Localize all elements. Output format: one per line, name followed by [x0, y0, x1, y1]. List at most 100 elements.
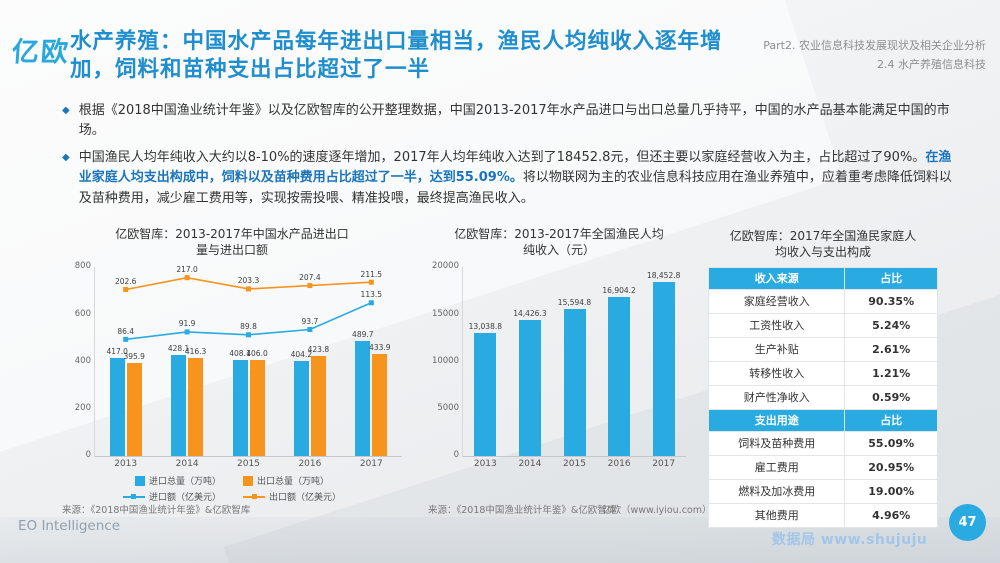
table-cell-label: 其他费用: [709, 504, 846, 528]
page-number: 47: [958, 515, 977, 530]
bar-export-volume: [249, 360, 265, 457]
table-cell-label: 生产补贴: [709, 338, 846, 362]
legend-line-marker: [131, 494, 137, 500]
chart-plot-area: 0 200 400 600 800 2013 2014 2015 2016 2017 417.0 42…: [75, 261, 402, 469]
line-point: [184, 329, 190, 335]
bar-import-volume: [355, 340, 371, 457]
y-tick-label: 5000: [437, 403, 459, 414]
line-overlay: [123, 275, 374, 343]
line-point: [307, 283, 313, 289]
table-cell-value: 2.61%: [872, 343, 911, 357]
bullet-text-span: 根据《2018中国渔业统计年鉴》以及亿欧智库的公开整理数据，中国2013-201…: [78, 103, 950, 139]
bullet-text: 根据《2018中国渔业统计年鉴》以及亿欧智库的公开整理数据，中国2013-201…: [79, 101, 959, 141]
bar-value-label: 428.1: [167, 344, 190, 354]
legend-line-marker: [251, 494, 257, 500]
y-tick-label: 800: [74, 261, 91, 272]
bar-value-label: 13,038.8: [468, 322, 502, 332]
y-tick-label: 10000: [431, 355, 459, 366]
bar-income-per-capita: [608, 296, 631, 457]
table-cell-label: 饲料及苗种费用: [709, 432, 846, 456]
table-cell-value: 4.96%: [872, 509, 911, 523]
line-value-label: 211.5: [360, 269, 383, 279]
table-row: 雇工费用 20.95%: [709, 456, 937, 481]
page-title: 水产养殖：中国水产品每年进出口量相当，渔民人均纯收入逐年增加，饲料和苗种支出占比…: [70, 29, 723, 83]
bullet-text-span: 中国渔民人均年纯收入大约以8-10%的速度逐年增加，2017年人均年纯收入达到了…: [78, 150, 926, 166]
table-cell-value: 19.00%: [868, 485, 915, 499]
x-tick-label: 2016: [607, 459, 631, 470]
bar-value-label: 18,452.8: [646, 271, 681, 280]
bar-export-volume: [372, 353, 388, 457]
x-tick-label: 2013: [114, 459, 138, 470]
income-expense-table-section: 亿欧智库：2017年全国渔民家庭人均收入与支出构成 收入来源 占比 家庭经营收入 90…: [708, 228, 938, 529]
bar-import-volume: [171, 355, 187, 457]
table-row: 生产补贴 2.61%: [709, 338, 937, 363]
bar-import-volume: [293, 360, 309, 457]
bar-income-per-capita: [652, 282, 675, 457]
table-row: 家庭经营收入 90.35%: [709, 290, 937, 315]
summary-bullets: ◆ 根据《2018中国渔业统计年鉴》以及亿欧智库的公开整理数据，中国2013-2…: [62, 101, 967, 216]
line-point: [368, 300, 374, 306]
line-value-label: 217.0: [176, 265, 198, 275]
legend-bar-swatch: [243, 475, 253, 486]
bullet-diamond-icon: ◆: [62, 105, 70, 116]
line-value-label: 113.5: [360, 290, 383, 300]
x-tick-label: 2015: [237, 459, 260, 470]
table-cell-label: 财产性净收入: [709, 386, 846, 410]
y-tick-label: 0: [453, 450, 459, 461]
legend-label: 进口总量（万吨）: [148, 477, 221, 488]
table-cell-value: 5.24%: [872, 319, 911, 333]
x-tick-label: 2017: [359, 459, 383, 470]
legend-label: 进口额（亿美元）: [148, 493, 221, 504]
table-cell-label: 雇工费用: [709, 456, 846, 480]
y-tick-label: 20000: [431, 261, 459, 272]
table-row: 饲料及苗种费用 55.09%: [709, 432, 937, 457]
legend-item-import-volume: 进口总量（万吨）: [134, 474, 221, 488]
bar-value-label: 433.9: [369, 342, 391, 352]
legend-bar-swatch: [134, 475, 145, 486]
legend-item-import-value: 进口额（亿美元）: [122, 490, 221, 504]
iyiou-note: 亿欧（www.iyiou.com）: [602, 505, 712, 516]
fisher-income-chart: 亿欧智库：2013-2017年全国渔民人均纯收入（元） 0 5000 10000 15…: [422, 226, 696, 469]
bar-value-label: 395.9: [123, 351, 145, 361]
x-tick-label: 2015: [563, 459, 586, 470]
x-tick-label: 2016: [298, 459, 322, 470]
legend-line-swatch: [243, 494, 265, 500]
bar-value-label: 15,594.8: [557, 298, 592, 308]
bullet-text: 中国渔民人均年纯收入大约以8-10%的速度逐年增加，2017年人均年纯收入达到了…: [79, 148, 959, 208]
bar-value-label: 408.1: [229, 348, 251, 358]
bar-import-volume: [232, 359, 248, 457]
table-cell-value: 55.09%: [868, 437, 915, 451]
bar-value-label: 406.0: [246, 349, 268, 359]
bullet-diamond-icon: ◆: [62, 152, 70, 164]
table-cell-value: 1.21%: [872, 367, 911, 381]
table-row: 工资性收入 5.24%: [709, 314, 937, 339]
page-number-badge: 47: [949, 504, 986, 541]
bullet-item: ◆ 根据《2018中国渔业统计年鉴》以及亿欧智库的公开整理数据，中国2013-2…: [62, 101, 967, 141]
y-tick-label: 15000: [431, 308, 459, 319]
line-point: [123, 337, 129, 343]
x-tick-label: 2017: [652, 459, 676, 470]
chart-source-note: 来源：《2018中国渔业统计年鉴》&亿欧智库: [62, 505, 251, 516]
table-header-cell: 支出用途: [709, 410, 846, 432]
line-value-label: 203.3: [237, 276, 260, 286]
bar-value-label: 14,426.3: [513, 309, 547, 319]
chart-plot-area: 0 5000 10000 15000 20000 2013 2014 2015 2016 2017…: [432, 261, 686, 469]
table-header-row: 收入来源 占比: [709, 268, 937, 291]
chart-title: 亿欧智库：2013-2017年全国渔民人均纯收入（元）: [454, 227, 664, 258]
line-value-label: 86.4: [117, 326, 135, 336]
table-row: 财产性净收入 0.59%: [709, 386, 937, 411]
eo-logo: 亿欧: [10, 37, 71, 68]
bar-income-per-capita: [474, 333, 497, 457]
line-value-label: 93.7: [301, 316, 319, 326]
bar-income-per-capita: [563, 309, 586, 457]
legend-label: 出口额（亿美元）: [269, 493, 342, 504]
table-cell-label: 燃料及加冰费用: [709, 480, 846, 504]
y-tick-label: 200: [74, 403, 91, 414]
bar-value-label: 423.8: [307, 345, 330, 355]
table-row: 其他费用 4.96%: [709, 504, 937, 529]
table-cell-value: 0.59%: [872, 391, 911, 405]
table-header-cell: 收入来源: [709, 268, 846, 290]
table-cell-label: 工资性收入: [709, 314, 846, 338]
bar-value-label: 404.2: [290, 349, 313, 359]
table-title: 亿欧智库：2017年全国渔民家庭人均收入与支出构成: [729, 229, 917, 260]
